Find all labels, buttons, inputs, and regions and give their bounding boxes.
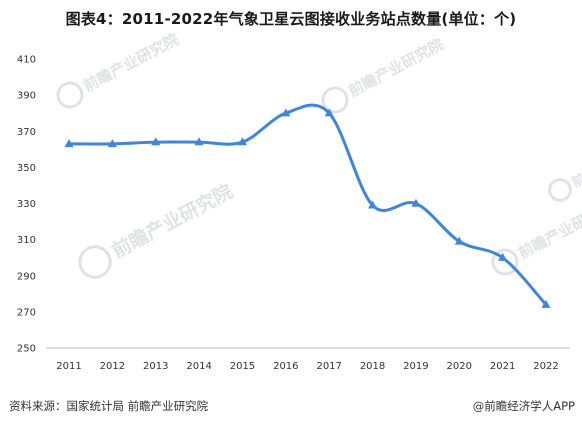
y-tick-label: 250 — [17, 344, 36, 355]
y-tick-label: 410 — [17, 55, 36, 66]
brand-credit: @前瞻经济学人APP — [472, 399, 575, 413]
x-tick-label: 2012 — [100, 361, 125, 372]
x-tick-label: 2014 — [186, 361, 211, 372]
x-tick-label: 2020 — [447, 361, 472, 372]
watermark-logo: 前瞻产业研究院 — [548, 134, 582, 202]
watermark-text: 前瞻产业研究院 — [345, 35, 446, 100]
x-tick-label: 2015 — [230, 361, 255, 372]
data-point-marker — [454, 236, 464, 245]
watermark-logo: 前瞻产业研究院 — [321, 35, 447, 114]
x-tick-label: 2022 — [533, 361, 558, 372]
data-point-marker — [324, 108, 334, 117]
chart-title: 图表4：2011-2022年气象卫星云图接收业务站点数量(单位：个) — [65, 10, 517, 28]
y-tick-label: 310 — [17, 235, 36, 246]
watermark-logo: 前瞻产业研究院 — [56, 30, 182, 109]
data-point-marker — [151, 137, 161, 146]
series-line — [67, 103, 548, 307]
watermark-logo: 前瞻产业研究院 — [491, 197, 582, 276]
watermark-text: 前瞻产业研究院 — [108, 180, 236, 263]
data-point-marker — [64, 139, 74, 148]
data-point-marker — [541, 299, 551, 308]
y-tick-label: 350 — [17, 163, 36, 174]
x-tick-label: 2021 — [490, 361, 515, 372]
y-tick-label: 390 — [17, 91, 36, 102]
data-point-marker — [411, 198, 421, 207]
y-tick-label: 290 — [17, 271, 36, 282]
chart-axes: 250 270 290 310 330 350 370 390 410 2011 2012 2013 2… — [17, 55, 570, 372]
y-tick-label: 270 — [17, 307, 36, 318]
x-tick-label: 2019 — [403, 361, 428, 372]
x-tick-label: 2018 — [360, 361, 385, 372]
watermark-text: 前瞻产业研究院 — [80, 30, 181, 95]
x-tick-label: 2013 — [143, 361, 168, 372]
x-tick-label: 2017 — [316, 361, 341, 372]
data-point-marker — [498, 252, 508, 261]
data-point-marker — [281, 108, 291, 117]
source-note: 资料来源：国家统计局 前瞻产业研究院 — [9, 399, 209, 413]
x-tick-label: 2011 — [56, 361, 81, 372]
watermark-text: 前瞻产业研究院 — [569, 134, 582, 191]
data-point-marker — [368, 200, 378, 209]
y-tick-label: 330 — [17, 199, 36, 210]
watermark-logo: 前瞻产业研究院 — [78, 180, 236, 279]
data-point-marker — [194, 137, 204, 146]
data-point-marker — [237, 137, 247, 146]
y-tick-label: 370 — [17, 127, 36, 138]
watermark-text: 前瞻产业研究院 — [515, 197, 582, 262]
x-tick-label: 2016 — [273, 361, 298, 372]
chart-series — [64, 103, 551, 308]
data-point-marker — [107, 139, 117, 148]
